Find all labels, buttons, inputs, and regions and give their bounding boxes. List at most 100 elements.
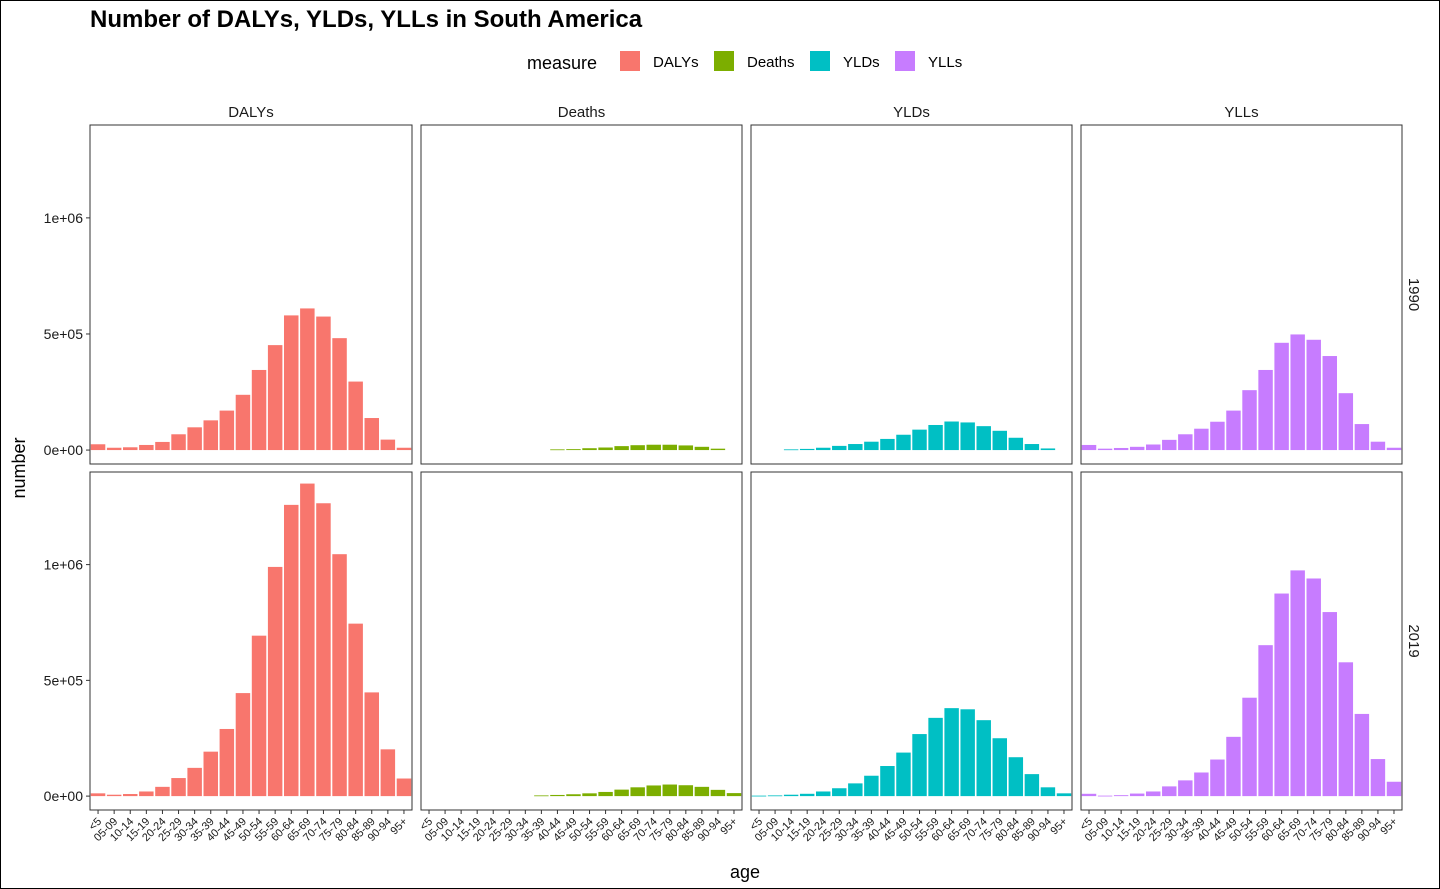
bar-1990-ylds-85-89 xyxy=(1024,444,1040,451)
bar-2019-ylls-50-54 xyxy=(1242,697,1257,797)
bar-2019-dalys-10-14 xyxy=(123,794,138,797)
bar-1990-ylls-45-49 xyxy=(1226,410,1241,451)
bar-1990-dalys-75-79 xyxy=(332,338,347,451)
bar-2019-dalys-70-74 xyxy=(316,503,331,797)
bar-1990-ylds-10-14 xyxy=(783,449,799,451)
bar-1990-ylds-90-94 xyxy=(1040,448,1056,451)
legend-title: measure xyxy=(527,53,597,73)
panel-1990-deaths xyxy=(420,124,743,465)
bar-1990-ylls-<5 xyxy=(1081,444,1097,451)
bar-1990-dalys-05-09 xyxy=(106,447,122,451)
panel-border xyxy=(89,124,413,465)
bar-2019-ylds-15-19 xyxy=(799,793,815,797)
bar-2019-ylls-70-74 xyxy=(1306,578,1321,797)
bar-2019-ylds-10-14 xyxy=(783,794,799,797)
bar-1990-ylds-45-49 xyxy=(896,434,911,451)
bar-1990-ylls-80-84 xyxy=(1338,393,1354,451)
y-axis-title: number xyxy=(9,437,29,498)
panel-border xyxy=(420,124,743,465)
bar-2019-dalys-85-89 xyxy=(364,692,379,797)
bar-2019-ylds-25-29 xyxy=(832,788,847,797)
bar-1990-deaths-50-54 xyxy=(582,448,597,451)
panel-border xyxy=(750,471,1073,811)
bar-1990-ylds-40-44 xyxy=(880,438,895,451)
bar-1990-ylds-25-29 xyxy=(832,445,847,451)
bar-1990-dalys-95+ xyxy=(396,447,412,451)
panel-border xyxy=(420,471,743,811)
bar-2019-ylls-<5 xyxy=(1081,793,1097,797)
bar-2019-ylls-60-64 xyxy=(1274,593,1289,797)
panel-2019-ylds: <505-0910-1415-1920-2425-2930-3435-3940-… xyxy=(748,471,1073,844)
bar-2019-deaths-55-59 xyxy=(598,791,613,797)
x-tick-label: 95+ xyxy=(1378,816,1400,838)
bar-1990-ylds-15-19 xyxy=(799,448,815,451)
bar-2019-dalys-65-69 xyxy=(300,483,315,797)
y-tick-label: 1e+06 xyxy=(44,210,84,226)
bar-2019-ylds-95+ xyxy=(1056,793,1072,797)
bar-2019-dalys-15-19 xyxy=(139,791,154,797)
bar-1990-ylls-75-79 xyxy=(1322,356,1337,451)
bar-1990-ylds-60-64 xyxy=(944,421,959,451)
bar-1990-ylls-35-39 xyxy=(1194,428,1209,451)
panel-border xyxy=(89,471,413,811)
panel-border xyxy=(1080,471,1403,811)
bar-1990-ylls-55-59 xyxy=(1258,369,1273,451)
bar-2019-ylls-95+ xyxy=(1386,781,1402,797)
y-tick-label: 0e+00 xyxy=(44,788,84,804)
legend-swatch-dalys xyxy=(620,51,640,71)
bar-2019-dalys-95+ xyxy=(396,778,412,797)
panel-1990-dalys: 0e+00 5e+05 1e+06 xyxy=(44,124,413,465)
bar-1990-dalys-65-69 xyxy=(300,308,315,451)
bar-1990-dalys-15-19 xyxy=(139,444,154,451)
bar-1990-ylls-60-64 xyxy=(1274,342,1289,451)
bar-2019-ylls-85-89 xyxy=(1354,713,1370,797)
bar-1990-ylds-20-24 xyxy=(816,447,831,451)
x-tick-label: 95+ xyxy=(718,816,740,838)
bar-1990-ylls-25-29 xyxy=(1162,439,1177,451)
bar-2019-deaths-50-54 xyxy=(582,793,597,797)
y-tick-label: 5e+05 xyxy=(44,672,84,688)
bar-1990-ylls-10-14 xyxy=(1113,447,1129,451)
bar-1990-dalys-<5 xyxy=(90,444,106,451)
legend-label-dalys: DALYs xyxy=(653,54,699,71)
facet-panels: DALYs Deaths YLDs YLLs 1990 2019 0e+00 5e+05 1e+… xyxy=(44,104,1422,844)
bar-2019-deaths-65-69 xyxy=(630,787,645,797)
bar-1990-dalys-80-84 xyxy=(348,381,363,451)
bar-1990-ylds-55-59 xyxy=(928,424,943,451)
bar-1990-dalys-30-34 xyxy=(187,427,202,451)
legend-swatch-ylls xyxy=(895,51,915,71)
bar-2019-dalys-50-54 xyxy=(251,635,267,797)
bar-1990-deaths-40-44 xyxy=(550,449,565,451)
bar-1990-dalys-10-14 xyxy=(123,447,138,451)
bar-2019-deaths-85-89 xyxy=(694,786,710,797)
bar-1990-dalys-45-49 xyxy=(235,394,251,451)
panel-2019-dalys: 0e+005e+051e+06<505-0910-1415-1920-2425-… xyxy=(44,471,413,844)
bar-2019-ylds-90-94 xyxy=(1040,787,1056,797)
bar-2019-ylls-80-84 xyxy=(1338,662,1354,797)
x-tick-label: 95+ xyxy=(388,816,410,838)
bar-1990-ylds-30-34 xyxy=(848,444,863,451)
bar-1990-dalys-55-59 xyxy=(267,345,283,451)
bar-2019-ylls-65-69 xyxy=(1290,570,1305,797)
bar-2019-ylds-40-44 xyxy=(880,766,895,797)
bar-2019-ylds-30-34 xyxy=(848,783,863,797)
bar-1990-dalys-85-89 xyxy=(364,418,379,451)
bar-2019-ylds-80-84 xyxy=(1008,757,1024,797)
bar-2019-ylds-05-09 xyxy=(767,795,783,797)
panel-2019-ylls: <505-0910-1415-1920-2425-2930-3435-3940-… xyxy=(1078,471,1403,844)
x-tick-label: 95+ xyxy=(1048,816,1070,838)
chart-title: Number of DALYs, YLDs, YLLs in South Ame… xyxy=(90,6,643,33)
bar-2019-deaths-95+ xyxy=(726,793,742,797)
bar-1990-dalys-20-24 xyxy=(155,441,170,451)
bar-1990-ylds-70-74 xyxy=(976,426,991,451)
bar-2019-deaths-75-79 xyxy=(662,784,677,797)
bar-2019-deaths-90-94 xyxy=(710,789,726,797)
strip-label-deaths: Deaths xyxy=(558,104,606,121)
bar-2019-dalys-35-39 xyxy=(203,751,218,797)
y-tick-label: 0e+00 xyxy=(44,442,84,458)
panel-1990-ylls xyxy=(1080,124,1403,465)
bar-2019-dalys-05-09 xyxy=(106,794,122,797)
bar-2019-ylds-70-74 xyxy=(976,720,991,797)
bar-1990-ylls-15-19 xyxy=(1129,446,1145,451)
bar-1990-deaths-80-84 xyxy=(678,445,694,451)
